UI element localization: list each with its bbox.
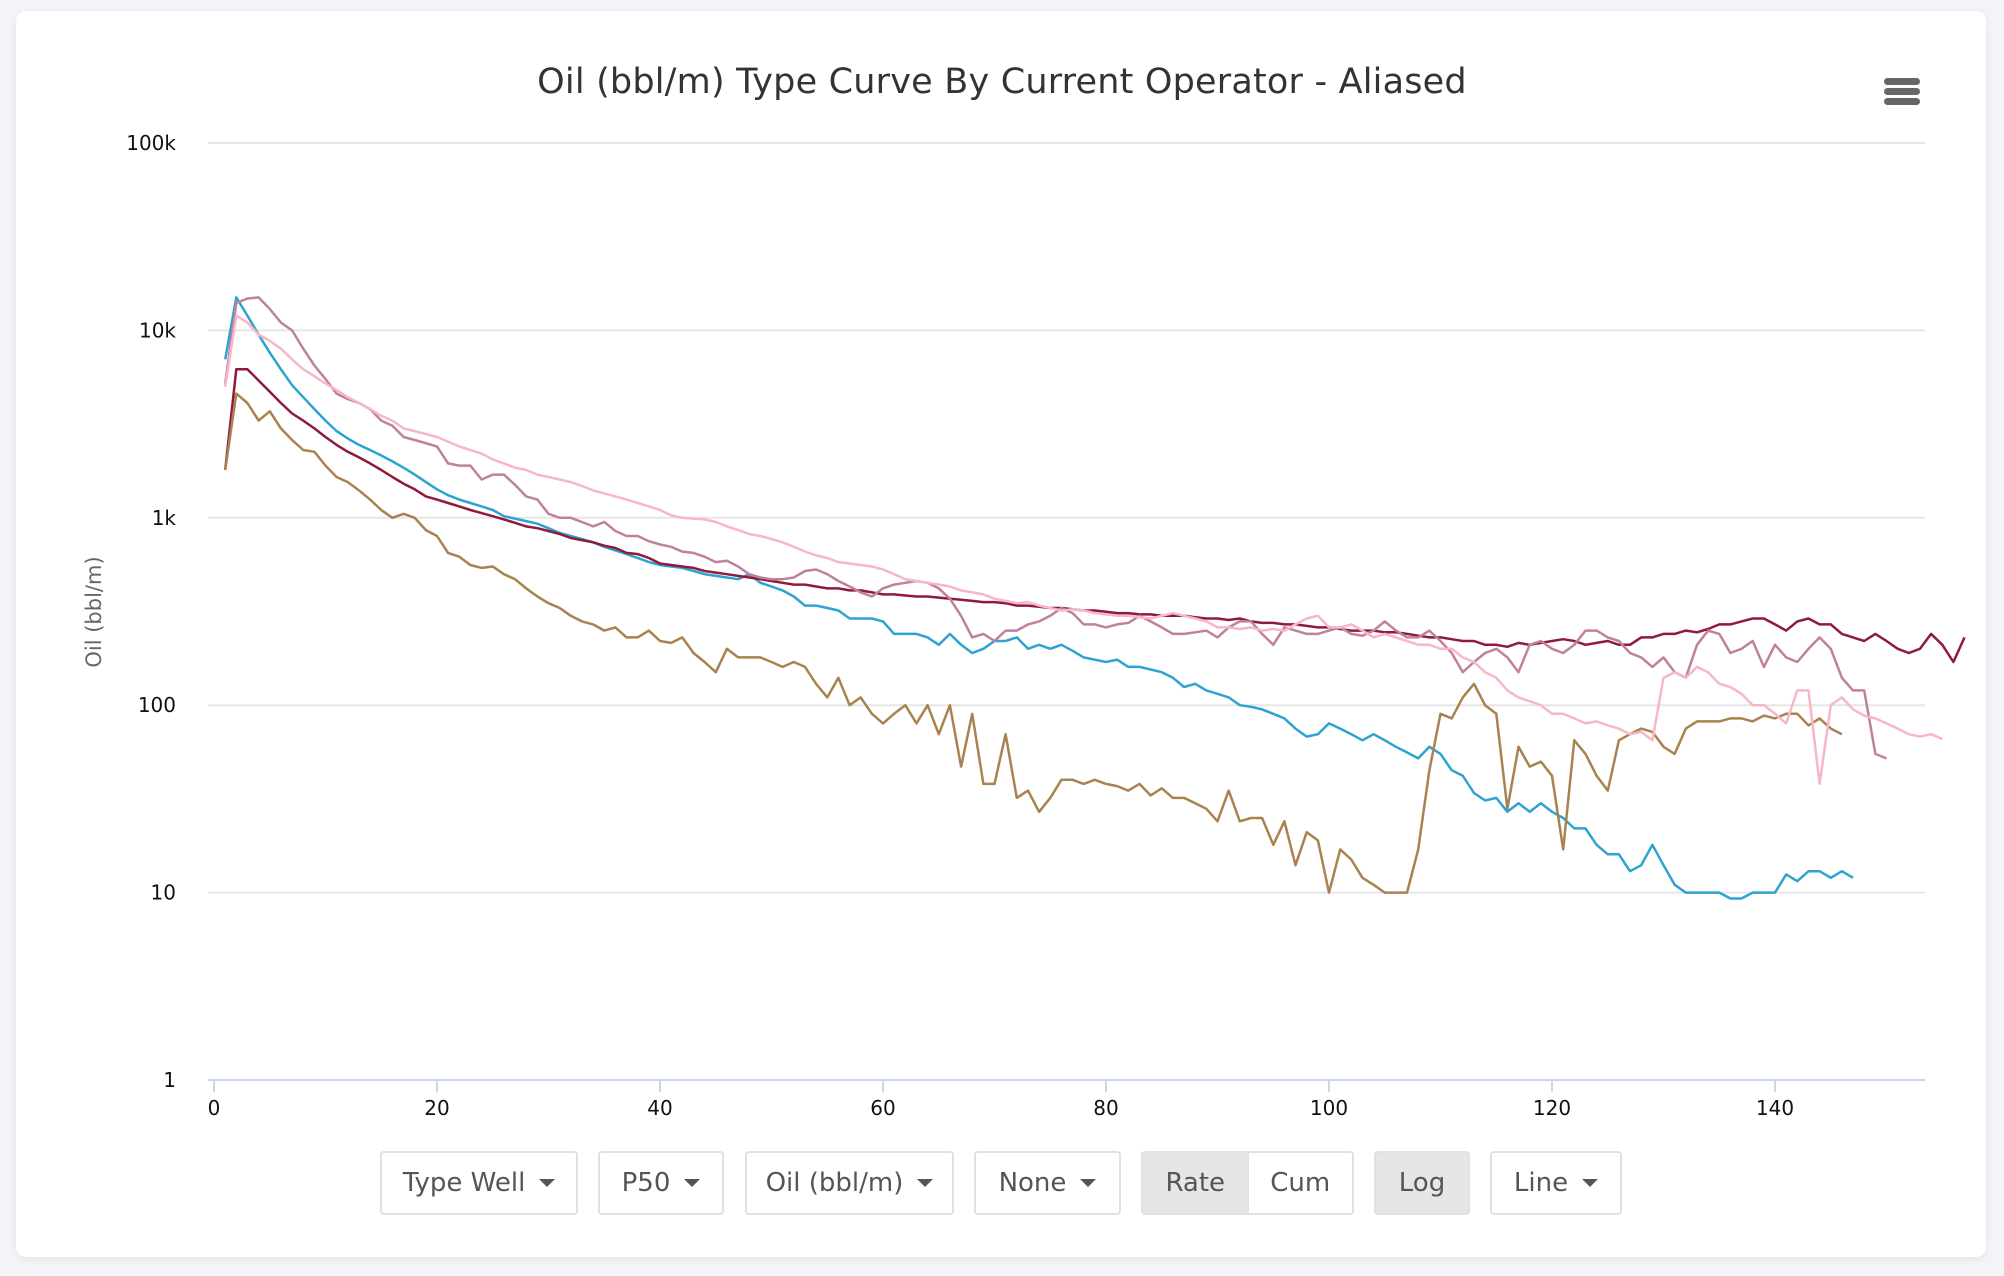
group-by-dropdown[interactable]: None xyxy=(974,1151,1121,1215)
x-tick-label: 140 xyxy=(1756,1096,1794,1120)
y-tick-label: 10 xyxy=(151,881,176,905)
measure-label: Oil (bbl/m) xyxy=(765,1168,904,1198)
x-tick-label: 100 xyxy=(1310,1096,1348,1120)
y-tick-label: 100k xyxy=(126,131,176,155)
series-line[interactable] xyxy=(223,296,1854,900)
rate-cum-toggle: Rate Cum xyxy=(1141,1151,1354,1215)
cum-toggle-button[interactable]: Cum xyxy=(1248,1153,1352,1213)
caret-down-icon xyxy=(684,1179,701,1187)
series-line[interactable] xyxy=(223,368,1966,664)
x-tick-label: 80 xyxy=(1093,1096,1118,1120)
log-toggle-button[interactable]: Log xyxy=(1374,1151,1470,1215)
percentile-label: P50 xyxy=(621,1168,671,1198)
y-axis-title: Oil (bbl/m) xyxy=(82,556,106,667)
hamburger-menu-icon xyxy=(1884,78,1920,85)
hamburger-menu-icon-bar xyxy=(1884,98,1920,105)
rate-toggle-button[interactable]: Rate xyxy=(1143,1153,1249,1213)
caret-down-icon xyxy=(1080,1179,1097,1187)
chart-type-dropdown[interactable]: Line xyxy=(1490,1151,1622,1215)
group-by-label: None xyxy=(998,1168,1067,1198)
hamburger-menu-icon-bar xyxy=(1884,88,1920,95)
chart-title: Oil (bbl/m) Type Curve By Current Operat… xyxy=(537,62,1467,102)
x-tick-label: 60 xyxy=(870,1096,895,1120)
y-tick-label: 1k xyxy=(152,506,177,530)
series-line[interactable] xyxy=(223,392,1843,894)
percentile-dropdown[interactable]: P50 xyxy=(598,1151,724,1215)
well-type-dropdown[interactable]: Type Well xyxy=(380,1151,578,1215)
series-line[interactable] xyxy=(223,296,1887,760)
well-type-label: Type Well xyxy=(402,1168,526,1198)
x-tick-label: 120 xyxy=(1533,1096,1571,1120)
chart-controls: Type Well P50 Oil (bbl/m) None Rate Cum … xyxy=(0,1151,2004,1217)
caret-down-icon xyxy=(1582,1179,1599,1187)
chart-plot: 1 10 100 1k 10k 100k 0 20 40 60 80 100 120 140 Oil (… xyxy=(82,131,1966,1120)
y-tick-label: 1 xyxy=(163,1068,176,1092)
caret-down-icon xyxy=(539,1179,556,1187)
y-tick-label: 10k xyxy=(139,318,176,342)
series-lines xyxy=(223,296,1966,900)
x-tick-label: 20 xyxy=(424,1096,449,1120)
x-tick-label: 40 xyxy=(647,1096,672,1120)
chart-type-label: Line xyxy=(1513,1168,1569,1198)
y-tick-label: 100 xyxy=(138,693,176,717)
caret-down-icon xyxy=(917,1179,934,1187)
y-axis: 1 10 100 1k 10k 100k xyxy=(126,131,176,1092)
series-line[interactable] xyxy=(223,314,1943,786)
x-tick-label: 0 xyxy=(208,1096,221,1120)
measure-dropdown[interactable]: Oil (bbl/m) xyxy=(745,1151,954,1215)
chart-menu-button[interactable] xyxy=(1884,78,1924,112)
x-axis: 0 20 40 60 80 100 120 140 xyxy=(208,1079,1925,1120)
log-label: Log xyxy=(1398,1168,1446,1198)
